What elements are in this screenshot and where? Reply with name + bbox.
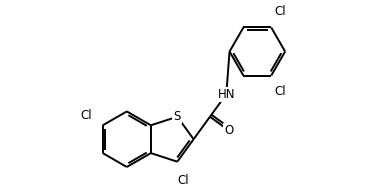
Text: S: S — [174, 110, 181, 123]
Text: Cl: Cl — [177, 174, 189, 187]
Text: Cl: Cl — [275, 5, 286, 18]
Text: O: O — [224, 124, 234, 137]
Text: Cl: Cl — [80, 109, 92, 122]
Text: Cl: Cl — [275, 85, 286, 98]
Text: HN: HN — [217, 88, 235, 101]
